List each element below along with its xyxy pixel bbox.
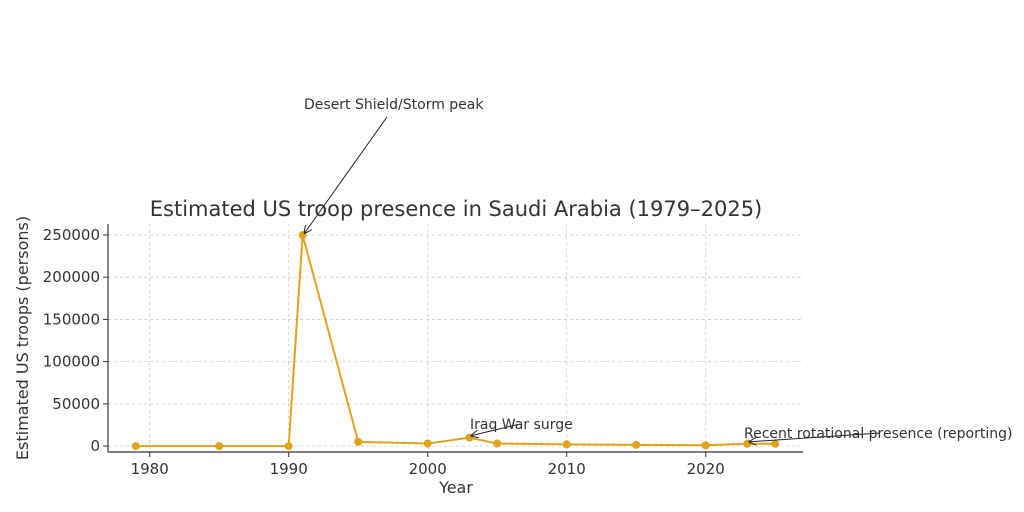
x-tick-label: 2020	[687, 460, 725, 478]
data-point	[423, 439, 432, 448]
annotation-layer: Desert Shield/Storm peak Iraq War surge Re…	[304, 97, 1012, 442]
y-tick-label: 150000	[43, 310, 100, 328]
ticks-layer: 1980 1990 2000 2010 2020 0 50000 100000 150000 20…	[43, 226, 725, 478]
data-point	[562, 440, 571, 449]
data-point	[284, 442, 293, 451]
annotation-label: Recent rotational presence (reporting)	[744, 426, 1012, 442]
y-tick-label: 200000	[43, 268, 100, 286]
annotation-label: Desert Shield/Storm peak	[304, 97, 484, 113]
series-line	[135, 233, 776, 448]
x-tick-label: 1980	[131, 460, 169, 478]
chart-title: Estimated US troop presence in Saudi Ara…	[150, 197, 763, 221]
annotation-arrow	[305, 116, 388, 233]
data-point	[215, 442, 224, 451]
grid-layer	[108, 224, 803, 452]
y-tick-label: 50000	[52, 395, 100, 413]
annotation-label: Iraq War surge	[470, 417, 573, 433]
data-point	[632, 440, 641, 449]
y-tick-label: 100000	[43, 353, 100, 371]
y-tick-label: 250000	[43, 226, 100, 244]
axes-layer	[107, 224, 803, 453]
x-axis-title: Year	[438, 478, 473, 497]
x-tick-label: 1990	[270, 460, 308, 478]
data-point	[131, 442, 140, 451]
data-point	[354, 437, 363, 446]
data-point	[771, 439, 780, 448]
y-axis-title: Estimated US troops (persons)	[13, 216, 32, 460]
annotation-arrow	[749, 432, 881, 442]
annotation-arrow	[471, 423, 521, 436]
y-tick-label: 0	[90, 437, 100, 455]
data-point	[701, 441, 710, 450]
data-point	[465, 433, 474, 442]
x-tick-label: 2000	[409, 460, 447, 478]
data-point	[493, 439, 502, 448]
x-tick-label: 2010	[548, 460, 586, 478]
series-layer	[131, 230, 780, 451]
